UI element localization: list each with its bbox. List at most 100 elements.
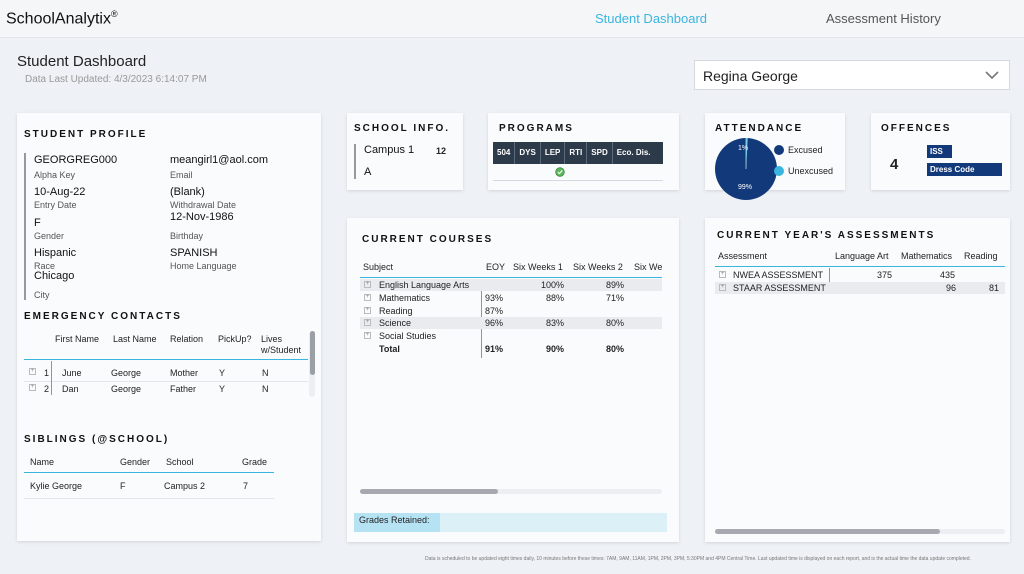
assessments-card: CURRENT YEAR'S ASSESSMENTS Assessment La… [705, 218, 1010, 542]
expand-icon[interactable]: + [719, 284, 726, 291]
sib-header-school[interactable]: School [166, 457, 194, 467]
ec-last-name: George [111, 384, 142, 394]
birthday-value: 12-Nov-1986 [170, 211, 234, 223]
ec-index-divider [51, 361, 52, 395]
sib-header-gender[interactable]: Gender [120, 457, 151, 467]
tab-assessment-history[interactable]: Assessment History [826, 11, 941, 26]
email-label: Email [170, 170, 193, 180]
programs-row-line [493, 180, 663, 181]
row-shade [360, 317, 662, 329]
program-lep[interactable]: LEP [541, 142, 566, 164]
ec-pickup: Y [219, 368, 226, 378]
ec-header-relation[interactable]: Relation [170, 334, 204, 344]
row-divider [24, 381, 308, 382]
ec-scrollbar[interactable] [310, 331, 315, 375]
courses-scrollbar[interactable] [360, 489, 498, 494]
assess-scrollbar[interactable] [715, 529, 940, 534]
city-label: City [34, 290, 50, 300]
expand-icon[interactable]: + [364, 319, 371, 326]
expand-icon[interactable]: + [29, 368, 36, 375]
course-header-sw3[interactable]: Six We [634, 262, 662, 272]
sib-school: Campus 2 [164, 481, 206, 491]
ec-header-last[interactable]: Last Name [113, 334, 157, 344]
grades-retained-label: Grades Retained: [359, 515, 430, 525]
course-eoy: 93% [485, 293, 504, 303]
course-header-subject[interactable]: Subject [363, 262, 394, 272]
offence-badge-dress-code[interactable]: Dress Code [927, 163, 1002, 176]
attendance-card: ATTENDANCE 1% 99% Excused Unexcused [705, 113, 845, 200]
course-sw2: 80% [606, 318, 625, 328]
birthday-label: Birthday [170, 231, 204, 241]
selected-student: Regina George [703, 68, 798, 84]
ec-row-index: 1 [44, 368, 50, 378]
assess-name-divider [829, 268, 830, 294]
ec-header-first[interactable]: First Name [55, 334, 100, 344]
assess-la: 375 [877, 270, 893, 280]
expand-icon[interactable]: + [719, 271, 726, 278]
program-eco-dis[interactable]: Eco. Dis. [616, 148, 651, 157]
alpha-key-value: GEORGREG000 [34, 154, 118, 166]
top-bar: SchoolAnalytix® Student Dashboard Assess… [0, 0, 1024, 38]
ec-header-lives[interactable]: Lives [261, 334, 283, 344]
ec-first-name: Dan [62, 384, 79, 394]
courses-scroll-track[interactable] [360, 489, 662, 494]
expand-icon[interactable]: + [364, 332, 371, 339]
programs-header: 504 DYS LEP RTI SPD Eco. Dis. [493, 142, 663, 164]
campus-value: Campus 1 [364, 144, 415, 156]
course-sw1: 83% [546, 318, 565, 328]
app-logo[interactable]: SchoolAnalytix® [6, 9, 118, 28]
expand-icon[interactable]: + [364, 294, 371, 301]
sib-name: Kylie George [30, 481, 83, 491]
assess-math: 96 [946, 283, 957, 293]
school-info-title: SCHOOL INFO. [354, 123, 451, 134]
student-profile-title: STUDENT PROFILE [24, 129, 148, 140]
ec-first-name: June [62, 368, 82, 378]
sib-header-name[interactable]: Name [30, 457, 55, 467]
assess-header-math[interactable]: Mathematics [901, 251, 953, 261]
grade-value: 12 [436, 146, 447, 156]
logo-text: SchoolAnalytix [6, 10, 111, 28]
course-header-sw1[interactable]: Six Weeks 1 [513, 262, 563, 272]
home-language-label: Home Language [170, 261, 237, 271]
gender-label: Gender [34, 231, 65, 241]
assess-name: STAAR ASSESSMENT [733, 283, 826, 293]
program-rti[interactable]: RTI [565, 142, 588, 164]
legend-dot-excused [774, 145, 784, 155]
attendance-pie: 1% 99% [715, 138, 777, 200]
entry-date-value: 10-Aug-22 [34, 186, 86, 198]
offence-badge-iss[interactable]: ISS [927, 145, 952, 158]
course-sw2: 71% [606, 293, 625, 303]
student-select[interactable]: Regina George [694, 60, 1010, 90]
current-courses-title: CURRENT COURSES [362, 234, 494, 245]
assess-header-reading[interactable]: Reading [964, 251, 998, 261]
gender-value: F [34, 217, 41, 229]
expand-icon[interactable]: + [364, 281, 371, 288]
pie-label-excused: 99% [738, 184, 752, 191]
ec-header-pickup[interactable]: PickUp? [218, 334, 252, 344]
city-value: Chicago [34, 270, 75, 282]
course-header-eoy[interactable]: EOY [486, 262, 506, 272]
program-504[interactable]: 504 [493, 142, 516, 164]
home-language-value: SPANISH [170, 247, 218, 259]
program-dys[interactable]: DYS [515, 142, 541, 164]
legend-dot-unexcused [774, 166, 784, 176]
expand-icon[interactable]: + [29, 384, 36, 391]
row-shade [715, 282, 1005, 294]
expand-icon[interactable]: + [364, 307, 371, 314]
sib-header-line [24, 472, 274, 473]
entry-date-label: Entry Date [34, 200, 77, 210]
ec-header-lives-2[interactable]: w/Student [261, 345, 302, 355]
program-spd[interactable]: SPD [587, 142, 613, 164]
tab-student-dashboard[interactable]: Student Dashboard [595, 11, 708, 26]
pie-slice-unexcused[interactable] [746, 138, 748, 169]
row-divider [24, 498, 274, 499]
course-header-sw2[interactable]: Six Weeks 2 [573, 262, 623, 272]
chevron-down-icon [985, 71, 999, 80]
pie-label-unexcused: 1% [738, 145, 748, 152]
assess-header-name[interactable]: Assessment [718, 251, 768, 261]
course-header-line [360, 277, 662, 278]
legend-excused: Excused [788, 145, 823, 155]
assess-header-la[interactable]: Language Art [835, 251, 889, 261]
emergency-contacts-title: EMERGENCY CONTACTS [24, 311, 182, 322]
sib-header-grade[interactable]: Grade [242, 457, 268, 467]
